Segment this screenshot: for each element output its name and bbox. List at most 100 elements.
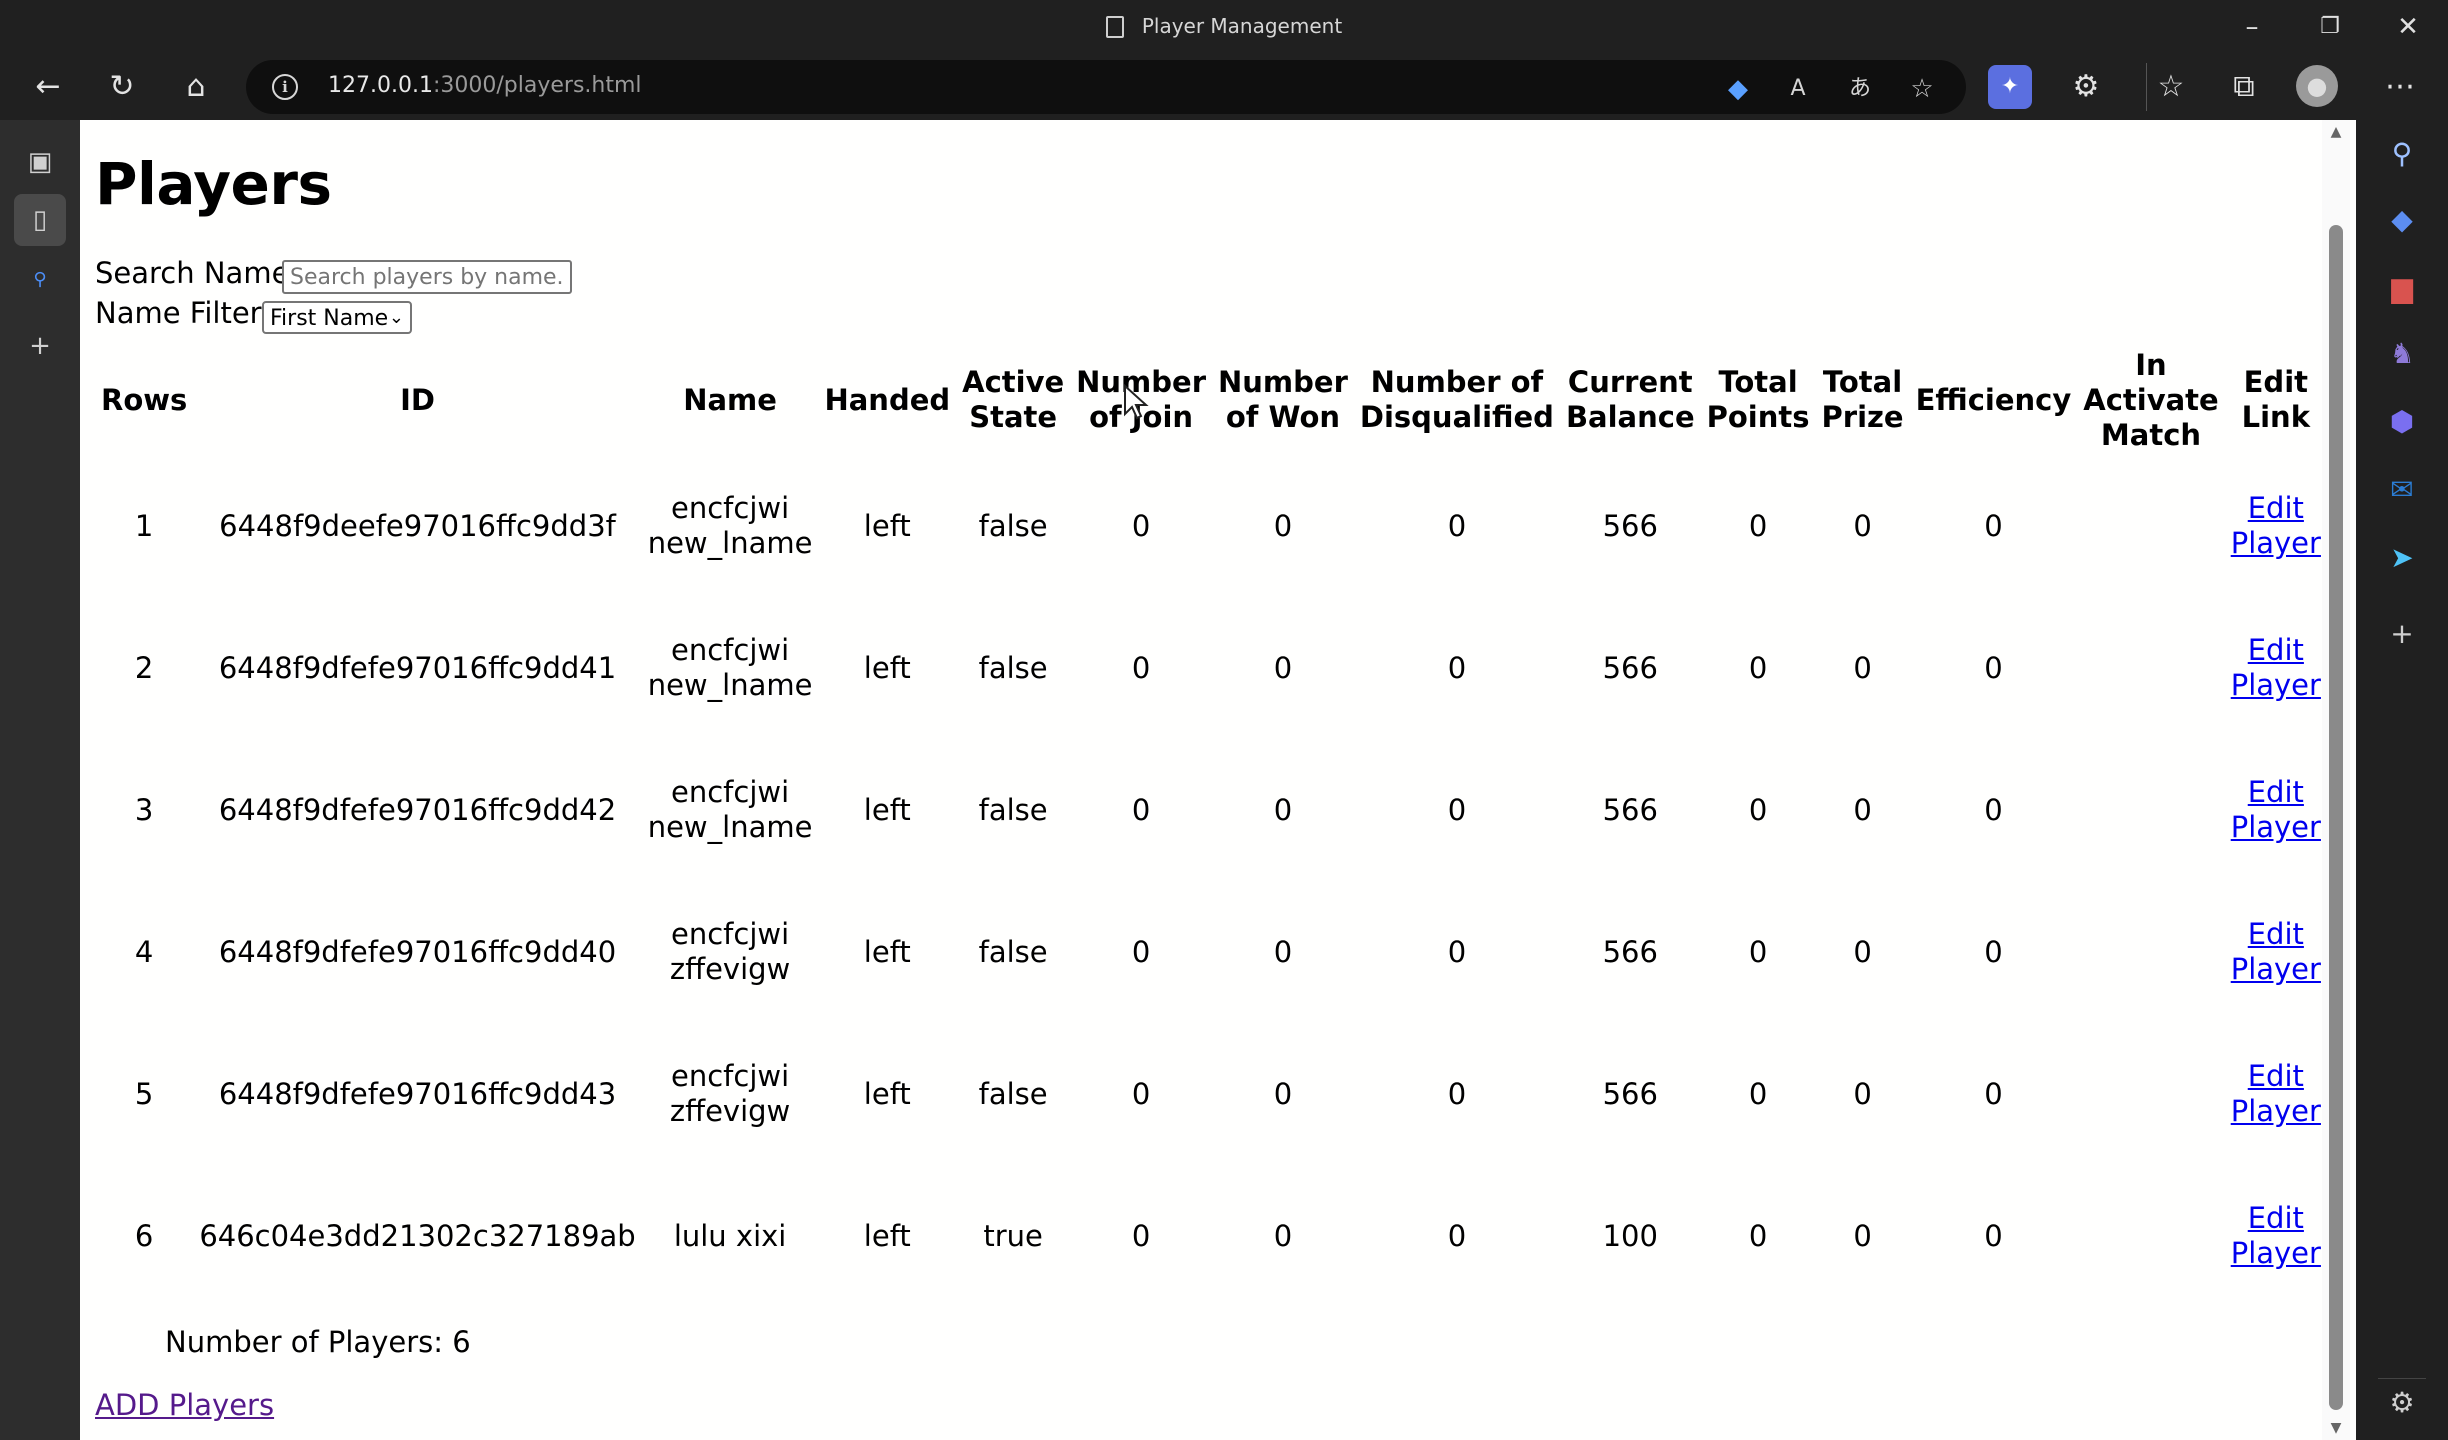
name-filter-select[interactable]: First Name ⌄	[262, 301, 412, 334]
edit-player-link[interactable]: Edit Player	[2230, 1201, 2321, 1270]
edit-player-link[interactable]: Edit Player	[2230, 775, 2321, 844]
table-row: 1 6448f9deefe97016ffc9dd3f encfcjwi new_ln…	[95, 455, 2327, 597]
cell-prize: 0	[1853, 650, 1872, 685]
cell-join: 0	[1131, 792, 1151, 827]
browser-toolbar: ← ↻ ⌂ i 127.0.0.1:3000/players.html ◆ A …	[0, 55, 2448, 120]
cell-handed: left	[863, 508, 911, 543]
cell-id: 6448f9dfefe97016ffc9dd40	[218, 934, 617, 969]
search-icon[interactable]: ⚲	[2391, 137, 2413, 170]
cell-active: false	[978, 1076, 1048, 1111]
edge-sidebar: ⚲ ◆ ▆ ♞ ⬢ ✉ ➤ + ⚙	[2356, 120, 2448, 1440]
table-body: 1 6448f9deefe97016ffc9dd3f encfcjwi new_ln…	[95, 455, 2327, 1307]
col-header: Number of Won	[1218, 365, 1348, 434]
extensions-icon[interactable]: ⚙	[2072, 69, 2100, 104]
cell-edit: Edit Player	[2225, 739, 2327, 881]
tools-icon[interactable]: ▆	[2391, 271, 2413, 304]
cell-won: 0	[1273, 508, 1293, 543]
cell-edit: Edit Player	[2225, 881, 2327, 1023]
active-tab-icon[interactable]: ▯	[14, 194, 66, 246]
cell-id: 646c04e3dd21302c327189ab	[199, 1218, 636, 1253]
cell-edit: Edit Player	[2225, 597, 2327, 739]
cell-active: true	[983, 1218, 1043, 1253]
cell-disq: 0	[1447, 1076, 1467, 1111]
chevron-down-icon: ⌄	[388, 307, 404, 328]
cell-in_match	[2077, 597, 2224, 739]
scroll-down-icon[interactable]: ▼	[2330, 1420, 2342, 1436]
cell-in_match	[2077, 739, 2224, 881]
cell-efficiency: 0	[1984, 650, 2003, 685]
cell-edit: Edit Player	[2225, 1023, 2327, 1165]
players-table: Rows ID Name Handed Active State Number …	[95, 345, 2327, 1307]
cell-disq: 0	[1447, 508, 1467, 543]
cell-id: 6448f9deefe97016ffc9dd3f	[219, 508, 616, 543]
coupon-icon[interactable]: ◆	[1728, 74, 1748, 104]
cell-disq: 0	[1447, 934, 1467, 969]
col-header: Current Balance	[1565, 365, 1695, 434]
tab-actions-icon[interactable]: ▣	[27, 147, 53, 177]
col-header: Edit Link	[2241, 365, 2310, 434]
search-input[interactable]	[282, 260, 572, 294]
add-icon[interactable]: +	[2390, 617, 2414, 650]
cell-prize: 0	[1853, 508, 1872, 543]
cell-efficiency: 0	[1984, 792, 2003, 827]
shopping-icon[interactable]: ◆	[2391, 203, 2413, 236]
games-icon[interactable]: ♞	[2389, 337, 2415, 370]
cell-join: 0	[1131, 508, 1151, 543]
collections-icon[interactable]: ⧉	[2233, 69, 2255, 104]
table-row: 4 6448f9dfefe97016ffc9dd40 encfcjwi zffevi…	[95, 881, 2327, 1023]
back-icon[interactable]: ←	[35, 69, 61, 104]
cell-efficiency: 0	[1984, 1076, 2003, 1111]
edit-player-link[interactable]: Edit Player	[2230, 1059, 2321, 1128]
cell-prize: 0	[1853, 1218, 1872, 1253]
window-titlebar: Player Management – ❐ ✕	[0, 0, 2448, 55]
address-bar[interactable]: i 127.0.0.1:3000/players.html ◆ A あ ☆	[246, 60, 1966, 114]
cell-balance: 566	[1602, 1076, 1658, 1111]
profile-icon[interactable]: ●	[2296, 65, 2338, 107]
read-aloud-icon[interactable]: A	[1790, 76, 1806, 101]
cell-join: 0	[1131, 650, 1151, 685]
cell-row: 2	[134, 650, 154, 685]
col-header: Number of Disqualified	[1359, 365, 1554, 434]
cell-efficiency: 0	[1984, 1218, 2003, 1253]
restore-button[interactable]: ❐	[2320, 14, 2340, 39]
copilot-icon[interactable]: ⬢	[2389, 405, 2415, 438]
filter-label: Name Filter:	[95, 296, 271, 330]
cell-id: 6448f9dfefe97016ffc9dd43	[218, 1076, 617, 1111]
cell-in_match	[2077, 881, 2224, 1023]
site-info-icon[interactable]: i	[272, 74, 298, 100]
minimize-button[interactable]: –	[2245, 12, 2259, 42]
favorites-icon[interactable]: ☆	[2146, 63, 2195, 111]
close-window-button[interactable]: ✕	[2397, 12, 2419, 42]
translate-icon[interactable]: あ	[1848, 76, 1871, 101]
cell-disq: 0	[1447, 1218, 1467, 1253]
search-tab-icon[interactable]: ⚲	[33, 269, 47, 290]
cell-in_match	[2077, 1165, 2224, 1307]
edit-player-link[interactable]: Edit Player	[2230, 633, 2321, 702]
add-players-link[interactable]: ADD Players	[95, 1388, 275, 1422]
cell-in_match	[2077, 1023, 2224, 1165]
settings-icon[interactable]: ⚙	[2378, 1378, 2426, 1427]
add-favorite-icon[interactable]: ☆	[1910, 74, 1934, 104]
edit-player-link[interactable]: Edit Player	[2230, 491, 2321, 560]
scroll-up-icon[interactable]: ▲	[2330, 124, 2342, 140]
cell-name: encfcjwi new_lname	[647, 775, 813, 844]
cell-id: 6448f9dfefe97016ffc9dd41	[218, 650, 617, 685]
send-icon[interactable]: ➤	[2390, 541, 2414, 574]
cell-row: 1	[134, 508, 154, 543]
search-label: Search Name:	[95, 256, 300, 290]
outlook-icon[interactable]: ✉	[2390, 473, 2414, 506]
new-tab-icon[interactable]: +	[29, 331, 51, 361]
vertical-tabs-strip: ▣ ▯ ⚲ +	[0, 120, 80, 1440]
col-header: In Activate Match	[2083, 347, 2219, 452]
mouse-pointer-icon	[1124, 384, 1149, 420]
more-icon[interactable]: ⋯	[2385, 69, 2415, 104]
url-text[interactable]: 127.0.0.1:3000/players.html	[328, 73, 642, 98]
refresh-icon[interactable]: ↻	[109, 69, 135, 104]
extension-app-icon[interactable]: ✦	[1988, 65, 2032, 109]
cell-row: 5	[134, 1076, 154, 1111]
table-row: 2 6448f9dfefe97016ffc9dd41 encfcjwi new_ln…	[95, 597, 2327, 739]
home-icon[interactable]: ⌂	[186, 69, 206, 104]
scrollbar-thumb[interactable]	[2329, 225, 2343, 1410]
edit-player-link[interactable]: Edit Player	[2230, 917, 2321, 986]
cell-name: encfcjwi zffevigw	[669, 917, 791, 986]
